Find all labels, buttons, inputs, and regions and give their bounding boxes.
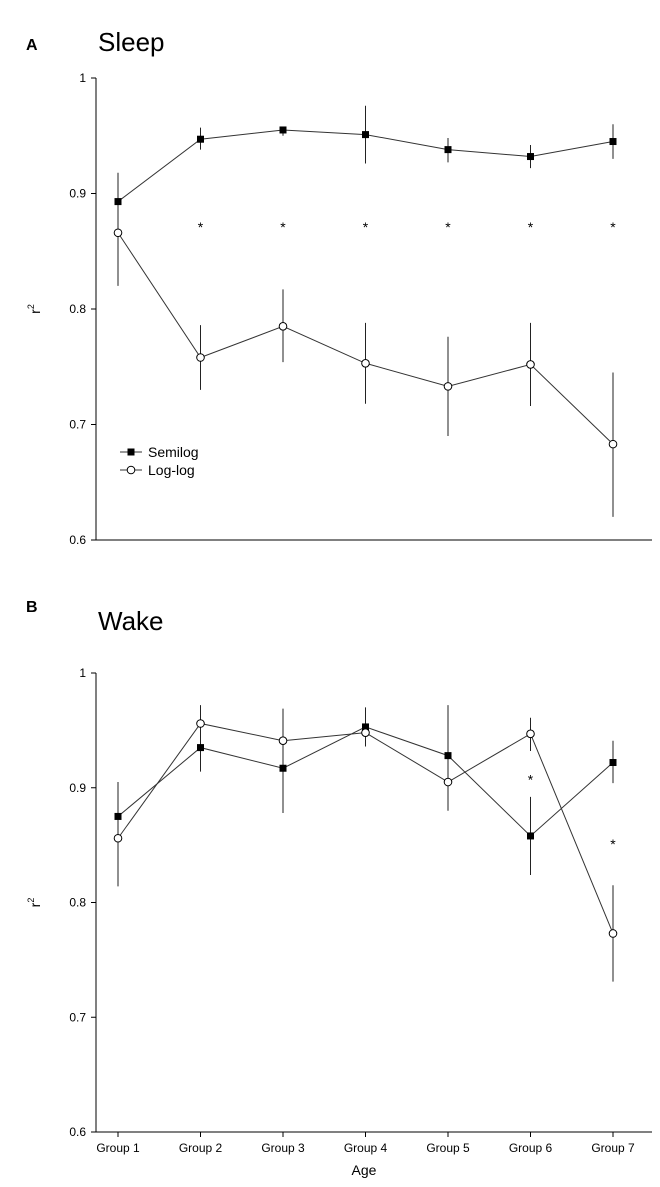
- y-tick-label: 0.9: [69, 187, 86, 201]
- panel-b-letter: B: [26, 599, 38, 616]
- significance-star: *: [198, 219, 204, 235]
- log-log-point: [113, 228, 123, 238]
- significance-star: *: [445, 219, 451, 235]
- semilog-point: [362, 131, 369, 139]
- y-axis-title-base: r: [27, 902, 43, 907]
- significance-star: *: [363, 219, 369, 235]
- x-tick-label: Group 5: [426, 1141, 470, 1155]
- x-tick-label: Group 4: [344, 1141, 388, 1155]
- y-tick-label: 1: [79, 71, 86, 85]
- x-tick-label: Group 2: [179, 1141, 223, 1155]
- log-log-point: [196, 719, 205, 728]
- log-log-point: [361, 358, 370, 368]
- x-axis-title: Age: [352, 1162, 377, 1178]
- legend-label: Log-log: [148, 462, 195, 478]
- semilog-point: [279, 764, 287, 772]
- y-axis-title: r2: [26, 304, 43, 314]
- semilog-point: [609, 759, 617, 767]
- log-log-point: [526, 360, 535, 369]
- legend-marker: [126, 465, 136, 475]
- semilog-point: [444, 146, 452, 154]
- y-tick-label: 0.8: [69, 302, 86, 316]
- x-tick-label: Group 1: [96, 1141, 140, 1155]
- significance-star: *: [280, 219, 286, 235]
- y-tick-label: 0.7: [69, 1010, 86, 1024]
- panel-a: 0.6 0.7 0.8 0.9 1 r2 * * * * * * Semilog Log-log: [26, 71, 652, 547]
- significance-star: *: [610, 219, 616, 235]
- semilog-point: [114, 812, 122, 820]
- panel-a-letter: A: [26, 37, 38, 54]
- log-log-point: [526, 729, 535, 739]
- semilog-point: [197, 744, 204, 752]
- log-log-point: [113, 833, 123, 843]
- semilog-point: [609, 138, 617, 146]
- x-tick-label: Group 7: [591, 1141, 635, 1155]
- log-log-point: [361, 728, 370, 737]
- semilog-point: [444, 752, 452, 760]
- log-log-point: [608, 929, 618, 938]
- y-axis-title: r2: [26, 898, 43, 908]
- semilog-point: [527, 153, 534, 161]
- y-tick-label: 0.8: [69, 896, 86, 910]
- significance-star: *: [528, 772, 534, 788]
- y-axis-title-base: r: [27, 309, 43, 314]
- semilog-point: [197, 135, 204, 143]
- x-tick-label: Group 6: [509, 1141, 553, 1155]
- panel-b-title: Wake: [98, 606, 164, 636]
- semilog-point: [362, 723, 369, 731]
- y-tick-label: 1: [79, 666, 86, 680]
- y-tick-label: 0.6: [69, 1125, 86, 1139]
- semilog-point: [527, 832, 534, 840]
- y-tick-label: 0.9: [69, 781, 86, 795]
- semilog-point: [279, 126, 287, 134]
- log-log-point: [608, 439, 618, 449]
- panel-b: 0.6 0.7 0.8 0.9 1 r2 Group 1 Group 2 Group 3 Grou…: [26, 666, 652, 1155]
- log-log-point: [443, 777, 453, 787]
- log-log-point: [278, 322, 288, 331]
- y-axis-title-superscript: 2: [26, 898, 36, 903]
- significance-star: *: [610, 836, 616, 852]
- legend-label: Semilog: [148, 444, 199, 460]
- log-log-point: [278, 736, 288, 746]
- semilog-point: [114, 198, 122, 206]
- panel-a-title: Sleep: [98, 27, 165, 57]
- y-tick-label: 0.7: [69, 418, 86, 432]
- x-tick-label: Group 3: [261, 1141, 305, 1155]
- log-log-point: [443, 382, 453, 391]
- log-log-point: [196, 353, 205, 362]
- legend-marker: [127, 448, 135, 456]
- significance-star: *: [528, 219, 534, 235]
- y-axis-title-superscript: 2: [26, 304, 36, 309]
- y-tick-label: 0.6: [69, 533, 86, 547]
